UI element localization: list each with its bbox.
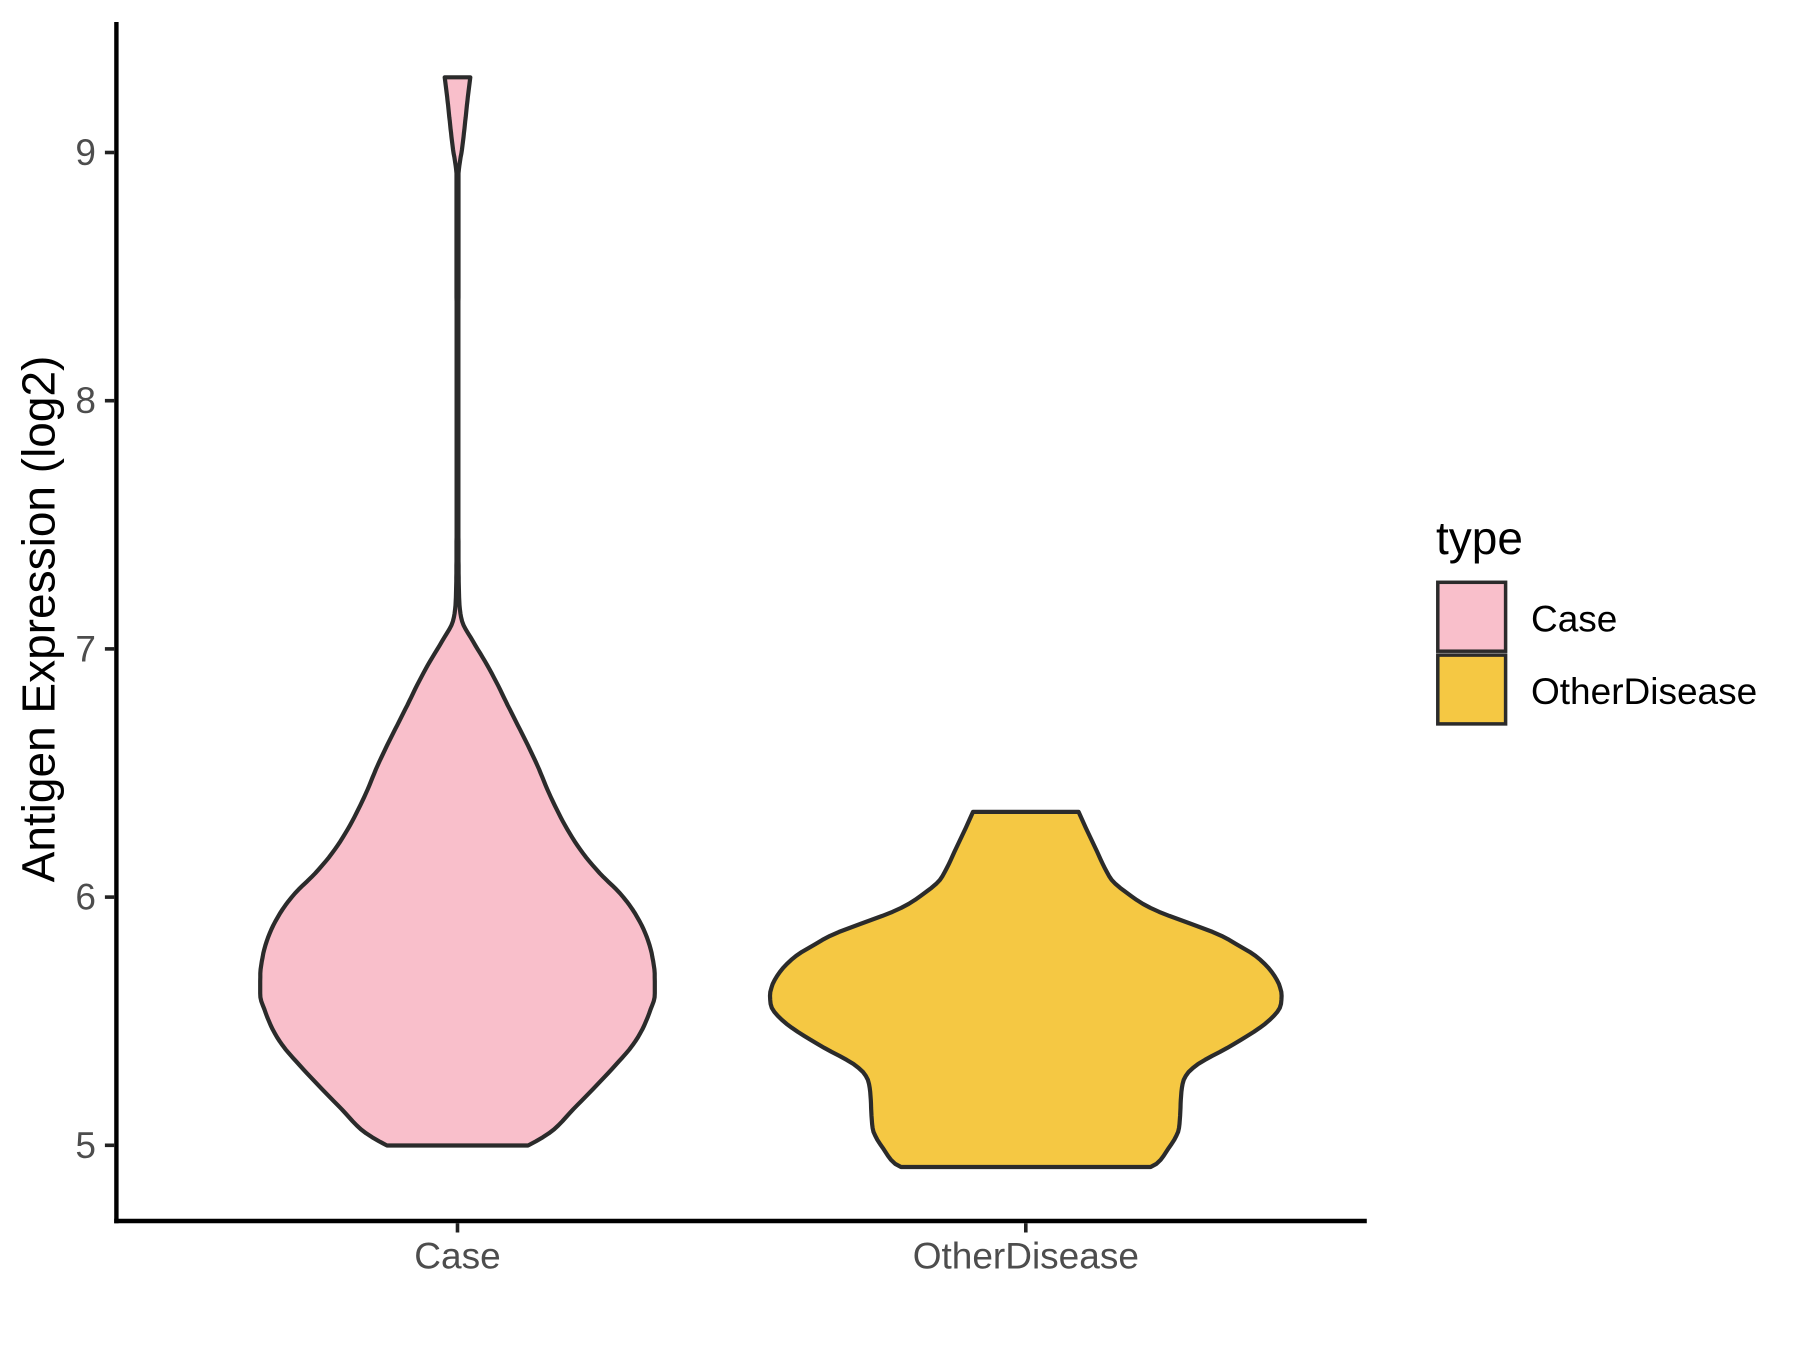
svg-text:5: 5 xyxy=(75,1125,96,1166)
svg-text:7: 7 xyxy=(75,628,96,669)
svg-text:Case: Case xyxy=(414,1236,500,1277)
svg-text:type: type xyxy=(1436,512,1523,564)
svg-text:OtherDisease: OtherDisease xyxy=(913,1236,1139,1277)
svg-text:Antigen Expression (log2): Antigen Expression (log2) xyxy=(13,356,65,883)
svg-text:9: 9 xyxy=(75,132,96,173)
svg-text:Case: Case xyxy=(1531,598,1617,639)
svg-text:6: 6 xyxy=(75,877,96,918)
svg-text:OtherDisease: OtherDisease xyxy=(1531,671,1757,712)
svg-text:8: 8 xyxy=(75,380,96,421)
